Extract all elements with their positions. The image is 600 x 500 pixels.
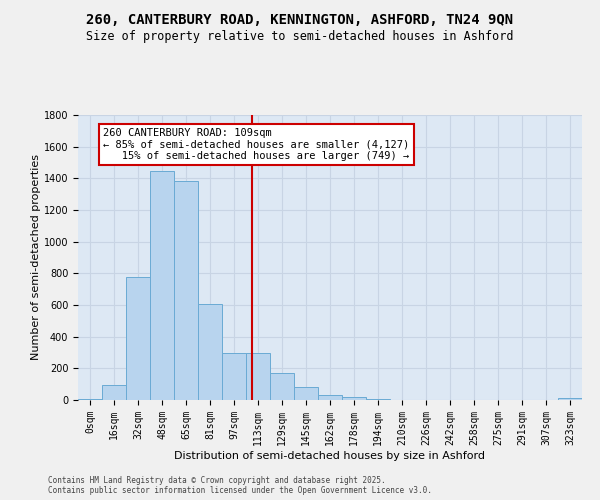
Bar bbox=[246, 354, 270, 400]
Bar bbox=[150, 171, 174, 400]
Bar bbox=[198, 304, 222, 400]
Text: Size of property relative to semi-detached houses in Ashford: Size of property relative to semi-detach… bbox=[86, 30, 514, 43]
Bar bbox=[222, 352, 246, 400]
Bar bbox=[366, 399, 390, 400]
Bar bbox=[294, 388, 318, 400]
Bar bbox=[270, 373, 294, 400]
Y-axis label: Number of semi-detached properties: Number of semi-detached properties bbox=[31, 154, 41, 360]
Bar bbox=[102, 385, 126, 400]
Bar bbox=[558, 398, 582, 400]
Bar bbox=[342, 397, 366, 400]
Bar bbox=[318, 395, 342, 400]
Bar bbox=[126, 278, 150, 400]
Text: Contains HM Land Registry data © Crown copyright and database right 2025.
Contai: Contains HM Land Registry data © Crown c… bbox=[48, 476, 432, 495]
Bar bbox=[174, 180, 198, 400]
Text: 260 CANTERBURY ROAD: 109sqm
← 85% of semi-detached houses are smaller (4,127)
  : 260 CANTERBURY ROAD: 109sqm ← 85% of sem… bbox=[103, 128, 409, 161]
Text: 260, CANTERBURY ROAD, KENNINGTON, ASHFORD, TN24 9QN: 260, CANTERBURY ROAD, KENNINGTON, ASHFOR… bbox=[86, 12, 514, 26]
X-axis label: Distribution of semi-detached houses by size in Ashford: Distribution of semi-detached houses by … bbox=[175, 450, 485, 460]
Bar bbox=[78, 399, 102, 400]
